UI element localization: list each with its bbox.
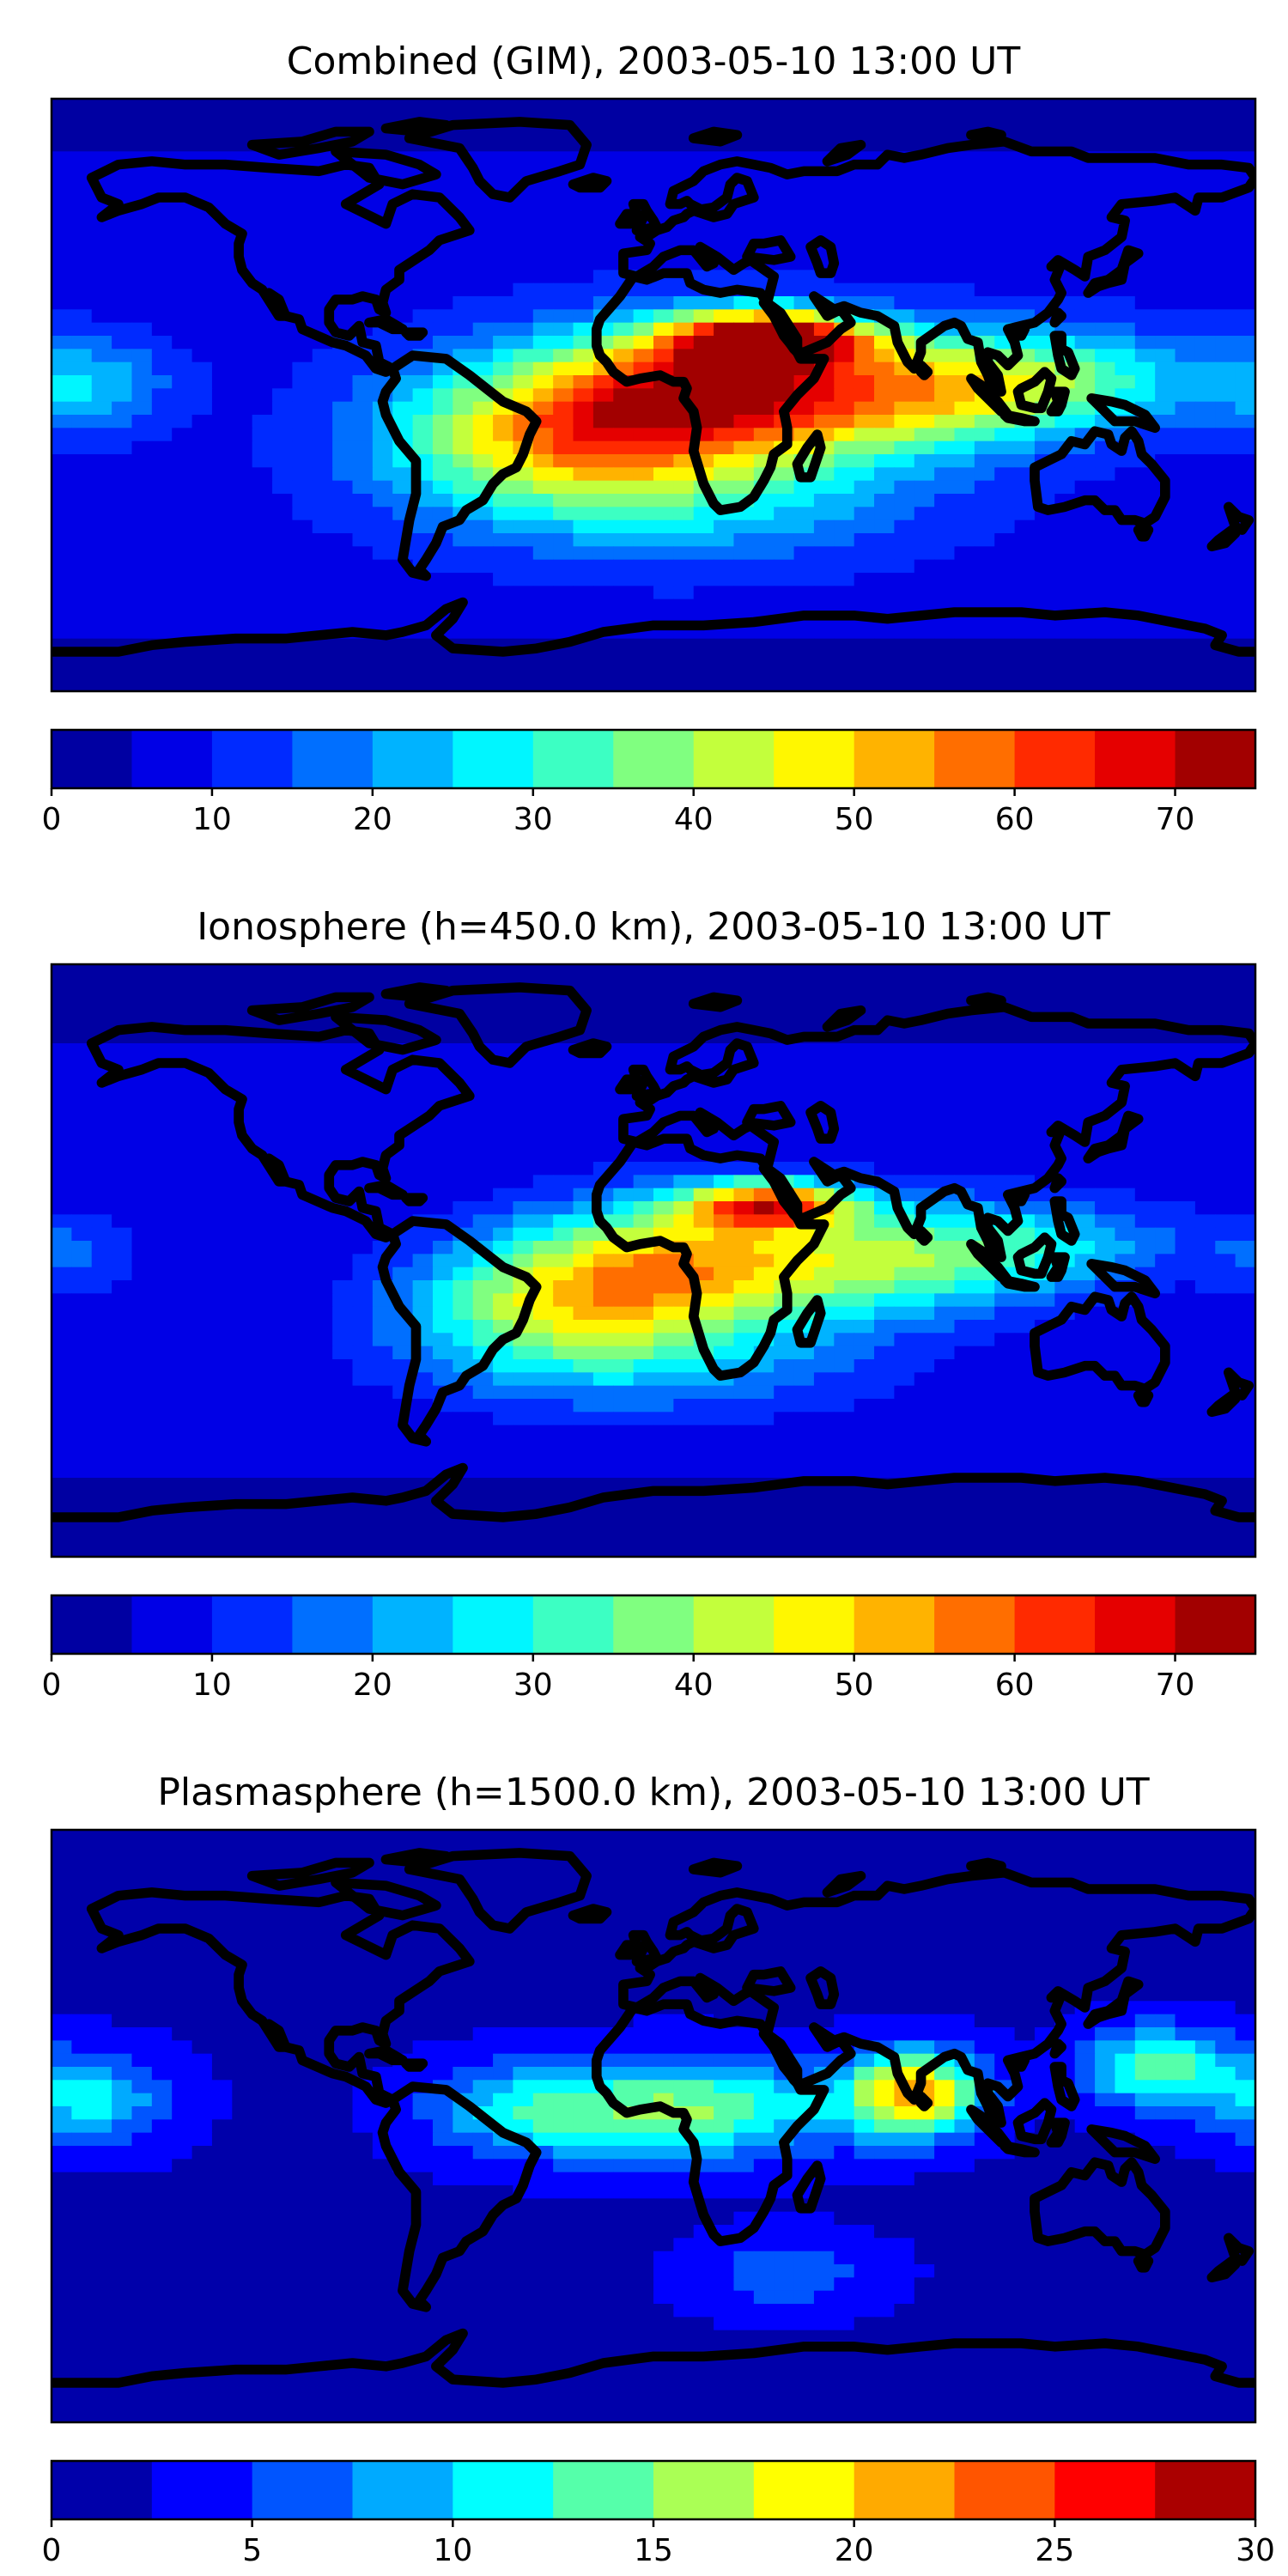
colorbar-segment	[854, 2461, 955, 2519]
colorbar-segment	[453, 2461, 554, 2519]
colorbar-segment	[131, 730, 213, 788]
colorbar-segment	[352, 2461, 453, 2519]
colorbar-segment	[52, 730, 132, 788]
colorbar-segment	[753, 2461, 855, 2519]
colorbar-segment	[613, 730, 695, 788]
colorbar-segment	[1054, 2461, 1156, 2519]
colorbar-segment	[1175, 1595, 1256, 1654]
colorbar-segment	[613, 1595, 695, 1654]
map-panel-1: Combined (GIM), 2003-05-10 13:00 UT 0 10 20…	[42, 39, 1257, 837]
colorbar-tick-label: 25	[1035, 2533, 1074, 2568]
colorbar-segment	[1014, 1595, 1096, 1654]
colorbar-tick-label: 40	[674, 1668, 714, 1703]
colorbar-segment	[252, 2461, 353, 2519]
colorbar-tick-label: 15	[634, 2533, 673, 2568]
colorbar-tick-label: 70	[1156, 802, 1195, 837]
panel-title: Ionosphere (h=450.0 km), 2003-05-10 13:0…	[197, 905, 1110, 949]
colorbar-segment	[1095, 730, 1176, 788]
colorbar-segment	[774, 730, 855, 788]
colorbar-tick-label: 50	[835, 802, 874, 837]
tec-field	[52, 964, 1255, 1557]
colorbar-segment	[693, 730, 775, 788]
colorbar-tick-label: 30	[513, 802, 553, 837]
colorbar-segment	[1014, 730, 1096, 788]
colorbar-segment	[934, 730, 1016, 788]
colorbar-segment	[1095, 1595, 1176, 1654]
colorbar-segment	[553, 2461, 654, 2519]
tec-field	[52, 99, 1255, 691]
colorbar-tick-label: 20	[353, 802, 392, 837]
colorbar-segment	[131, 1595, 213, 1654]
colorbar-segment	[532, 1595, 614, 1654]
colorbar: 0 10 20 30 40 50 60 70	[42, 728, 1257, 837]
colorbar-tick-label: 5	[242, 2533, 262, 2568]
colorbar-tick-label: 30	[513, 1668, 553, 1703]
colorbar-tick-label: 10	[192, 1668, 232, 1703]
colorbar-segment	[774, 1595, 855, 1654]
colorbar-frame	[50, 728, 1257, 790]
colorbar-segment	[1175, 730, 1256, 788]
map-frame	[50, 963, 1257, 1558]
colorbar-segment	[693, 1595, 775, 1654]
colorbar-segment	[292, 1595, 374, 1654]
colorbar-tick-label: 20	[353, 1668, 392, 1703]
colorbar-tick-label: 70	[1156, 1668, 1195, 1703]
tec-field	[52, 1830, 1255, 2422]
panel-title: Combined (GIM), 2003-05-10 13:00 UT	[287, 39, 1021, 83]
colorbar: 0 5 10 15 20 25 30	[42, 2459, 1275, 2568]
map-frame	[50, 97, 1257, 693]
map-panel-2: Ionosphere (h=450.0 km), 2003-05-10 13:0…	[42, 905, 1257, 1703]
colorbar-tick-label: 60	[995, 802, 1035, 837]
colorbar-tick-label: 0	[42, 1668, 62, 1703]
colorbar-segment	[292, 730, 374, 788]
colorbar-segment	[854, 730, 935, 788]
colorbar-tick-label: 0	[42, 802, 62, 837]
colorbar-tick-label: 10	[192, 802, 232, 837]
colorbar-tick-label: 60	[995, 1668, 1035, 1703]
colorbar-segment	[453, 1595, 534, 1654]
colorbar-tick-label: 40	[674, 802, 714, 837]
map-frame	[50, 1828, 1257, 2424]
colorbar-frame	[50, 1594, 1257, 1656]
colorbar-tick-label: 50	[835, 1668, 874, 1703]
colorbar-segment	[954, 2461, 1055, 2519]
colorbar-segment	[653, 2461, 755, 2519]
colorbar-segment	[52, 2461, 153, 2519]
colorbar-segment	[151, 2461, 253, 2519]
map-panel-3: Plasmasphere (h=1500.0 km), 2003-05-10 1…	[42, 1771, 1275, 2568]
colorbar-segment	[211, 1595, 293, 1654]
colorbar-segment	[52, 1595, 132, 1654]
colorbar-segment	[1155, 2461, 1256, 2519]
colorbar-segment	[372, 730, 453, 788]
colorbar: 0 10 20 30 40 50 60 70	[42, 1594, 1257, 1703]
panel-title: Plasmasphere (h=1500.0 km), 2003-05-10 1…	[157, 1771, 1149, 1814]
colorbar-tick-label: 20	[835, 2533, 874, 2568]
colorbar-segment	[934, 1595, 1016, 1654]
colorbar-segment	[854, 1595, 935, 1654]
colorbar-tick-label: 30	[1236, 2533, 1275, 2568]
colorbar-segment	[532, 730, 614, 788]
colorbar-segment	[211, 730, 293, 788]
colorbar-tick-label: 0	[42, 2533, 62, 2568]
colorbar-segment	[372, 1595, 453, 1654]
colorbar-tick-label: 10	[433, 2533, 472, 2568]
colorbar-segment	[453, 730, 534, 788]
